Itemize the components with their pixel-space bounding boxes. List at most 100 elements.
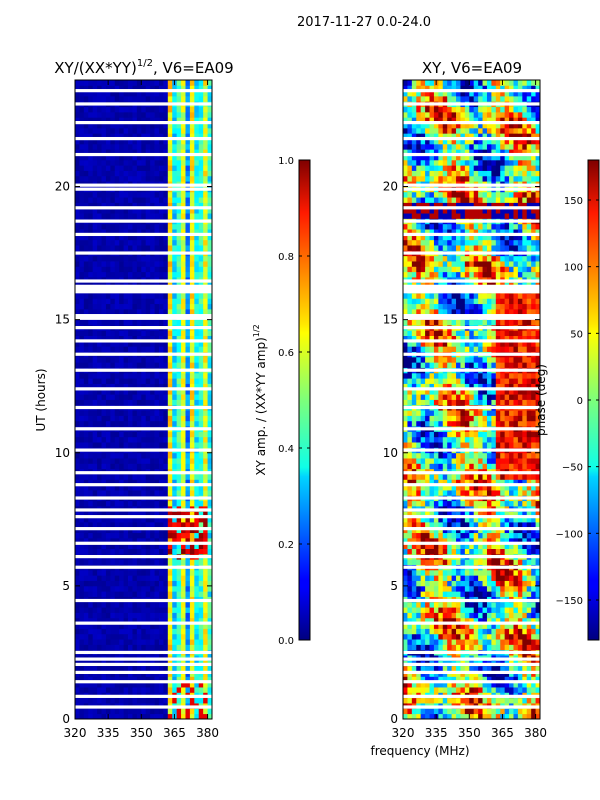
- heatmap-cell: [79, 170, 85, 177]
- heatmap-cell: [83, 521, 89, 528]
- heatmap-cell: [176, 85, 182, 92]
- heatmap-cell: [194, 234, 200, 241]
- heatmap-cell: [75, 452, 80, 459]
- colorbar-tick-label: 0.8: [278, 252, 294, 263]
- heatmap-cell: [114, 138, 120, 145]
- heatmap-cell: [158, 378, 164, 384]
- heatmap-cell: [181, 165, 186, 171]
- heatmap-cell: [442, 532, 448, 539]
- heatmap-cell: [88, 127, 94, 134]
- heatmap-cell: [198, 175, 204, 182]
- heatmap-cell: [176, 580, 182, 587]
- heatmap-cell: [194, 431, 200, 438]
- heatmap-cell: [469, 697, 475, 704]
- heatmap-cell: [429, 644, 435, 651]
- heatmap-cell: [101, 617, 107, 624]
- heatmap-cell: [185, 463, 191, 470]
- heatmap-cell: [163, 543, 169, 549]
- heatmap-cell: [88, 617, 94, 624]
- heatmap-cell: [491, 612, 497, 619]
- heatmap-cell: [132, 85, 138, 92]
- heatmap-cell: [132, 687, 138, 693]
- heatmap-cell: [158, 474, 164, 480]
- heatmap-cell: [145, 479, 151, 486]
- heatmap-cell: [495, 601, 501, 608]
- heatmap-cell: [469, 607, 475, 613]
- heatmap-cell: [114, 516, 120, 523]
- heatmap-cell: [92, 676, 98, 683]
- heatmap-cell: [491, 532, 497, 539]
- heatmap-cell: [198, 713, 204, 719]
- heatmap-cell: [92, 117, 98, 123]
- heatmap-cell: [105, 633, 111, 640]
- heatmap-cell: [531, 617, 536, 624]
- heatmap-cell: [79, 399, 85, 406]
- heatmap-cell: [158, 420, 164, 427]
- heatmap-cell: [460, 575, 466, 581]
- heatmap-cell: [154, 708, 160, 715]
- heatmap-cell: [203, 245, 208, 251]
- heatmap-cell: [478, 665, 483, 672]
- heatmap-cell: [75, 388, 80, 395]
- heatmap-cell: [198, 85, 204, 92]
- heatmap-cell: [141, 516, 147, 523]
- heatmap-cell: [198, 676, 204, 683]
- heatmap-cell: [97, 149, 102, 155]
- heatmap-cell: [167, 458, 173, 464]
- heatmap-cell: [194, 372, 200, 379]
- heatmap-cell: [145, 431, 151, 438]
- heatmap-cell: [141, 80, 147, 86]
- heatmap-cell: [114, 585, 120, 592]
- heatmap-cell: [416, 585, 422, 592]
- heatmap-cell: [123, 500, 129, 507]
- heatmap-cell: [163, 106, 169, 113]
- heatmap-cell: [416, 612, 422, 619]
- heatmap-cell: [167, 138, 173, 145]
- heatmap-cell: [119, 452, 125, 459]
- heatmap-cell: [141, 532, 147, 539]
- heatmap-cell: [83, 239, 89, 246]
- heatmap-cell: [517, 687, 523, 693]
- heatmap-cell: [119, 388, 125, 395]
- heatmap-cell: [119, 170, 125, 177]
- heatmap-cell: [181, 149, 186, 155]
- heatmap-cell: [181, 474, 186, 480]
- heatmap-cell: [176, 676, 182, 683]
- heatmap-cell: [79, 521, 85, 528]
- heatmap-cell: [207, 585, 212, 592]
- heatmap-cell: [509, 713, 514, 719]
- heatmap-cell: [114, 639, 120, 645]
- heatmap-cell: [97, 85, 102, 92]
- heatmap-cell: [181, 521, 186, 528]
- heatmap-cell: [509, 639, 514, 645]
- heatmap-cell: [114, 308, 120, 315]
- heatmap-cell: [150, 223, 155, 230]
- heatmap-cell: [105, 585, 111, 592]
- heatmap-cell: [176, 165, 182, 171]
- heatmap-cell: [185, 229, 191, 235]
- heatmap-cell: [105, 591, 111, 597]
- heatmap-cell: [207, 697, 212, 704]
- heatmap-cell: [97, 511, 102, 518]
- heatmap-cell: [433, 601, 439, 608]
- heatmap-cell: [442, 623, 448, 629]
- heatmap-cell: [83, 378, 89, 384]
- heatmap-cell: [522, 607, 528, 613]
- heatmap-cell: [128, 213, 133, 219]
- heatmap-cell: [517, 532, 523, 539]
- heatmap-cell: [500, 559, 506, 565]
- heatmap-cell: [531, 607, 536, 613]
- heatmap-cell: [83, 463, 89, 470]
- heatmap-cell: [141, 298, 147, 305]
- heatmap-cell: [207, 95, 212, 102]
- heatmap-cell: [128, 633, 133, 640]
- heatmap-cell: [172, 308, 178, 315]
- heatmap-cell: [88, 500, 94, 507]
- heatmap-cell: [110, 628, 116, 635]
- heatmap-cell: [83, 298, 89, 305]
- heatmap-cell: [119, 628, 125, 635]
- heatmap-cell: [176, 213, 182, 219]
- heatmap-cell: [425, 697, 430, 704]
- heatmap-cell: [478, 575, 483, 581]
- heatmap-cell: [181, 213, 186, 219]
